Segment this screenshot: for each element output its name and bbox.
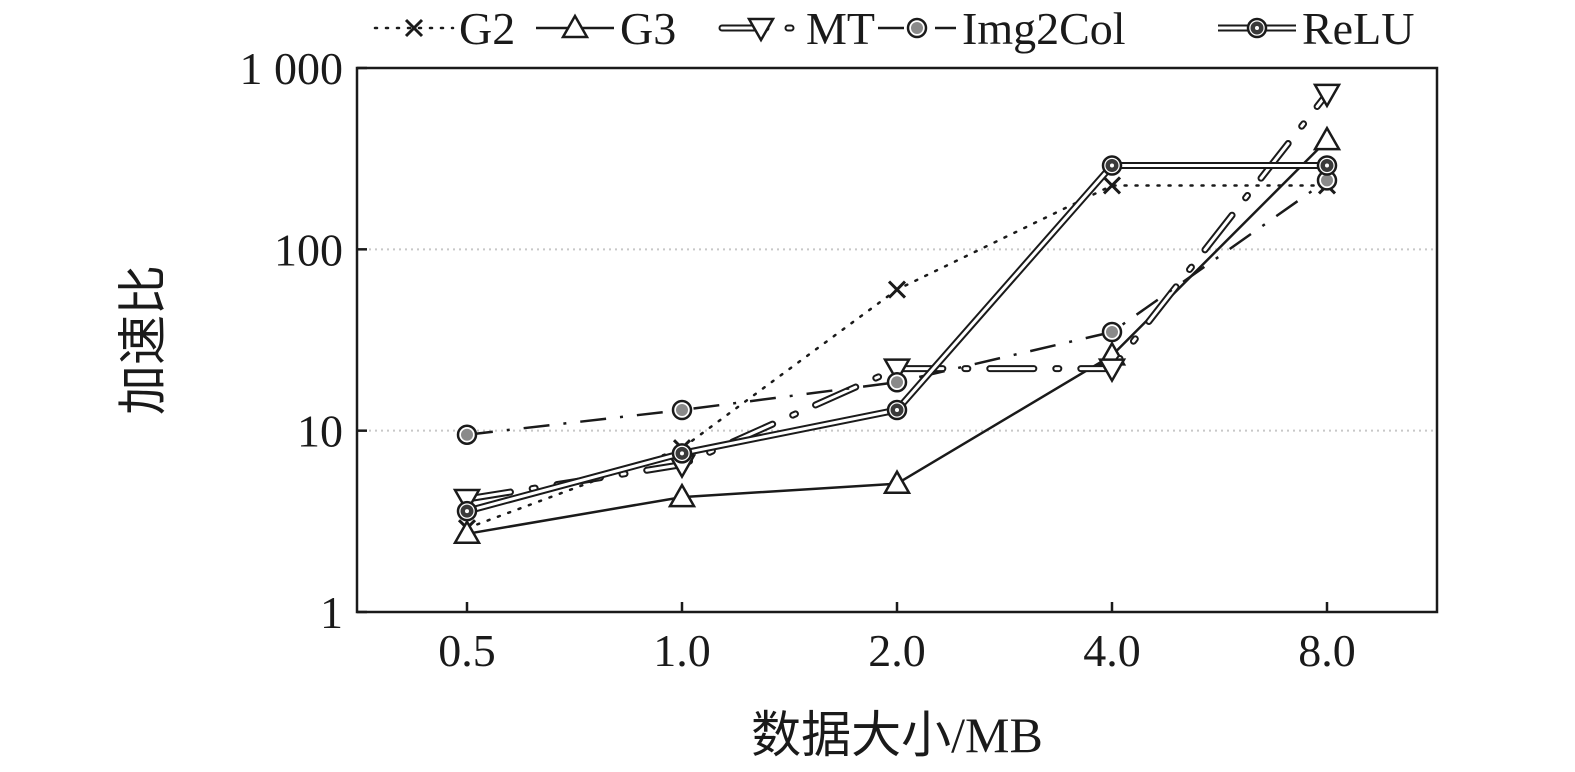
data-point bbox=[882, 469, 912, 494]
x-axis-title: 数据大小/MB bbox=[751, 707, 1043, 763]
legend-marker bbox=[1246, 17, 1268, 39]
data-point bbox=[667, 482, 697, 508]
series-mt bbox=[452, 83, 1342, 514]
data-point bbox=[671, 399, 693, 421]
legend-marker bbox=[746, 17, 776, 43]
series-img2col bbox=[456, 170, 1338, 445]
data-point bbox=[886, 371, 908, 393]
x-tick-label: 1.0 bbox=[653, 625, 711, 676]
data-point bbox=[1316, 155, 1338, 176]
data-point bbox=[1316, 170, 1338, 191]
x-tick-label: 2.0 bbox=[868, 625, 926, 676]
legend-swatch bbox=[1218, 17, 1296, 39]
legend-item-g3: G3 bbox=[536, 3, 676, 54]
legend-marker bbox=[906, 17, 928, 39]
legend-swatch bbox=[373, 18, 455, 38]
data-point bbox=[1101, 155, 1123, 176]
data-point bbox=[887, 280, 907, 299]
legend-label: G3 bbox=[620, 3, 676, 54]
legend-item-relu: ReLU bbox=[1218, 3, 1414, 54]
data-point bbox=[452, 488, 482, 514]
data-point bbox=[1101, 321, 1123, 343]
legend: G2 G3 MT Img2Col ReLU bbox=[373, 3, 1414, 54]
legend-marker bbox=[404, 18, 424, 38]
y-tick-label: 1 000 bbox=[240, 43, 344, 94]
data-point bbox=[882, 358, 912, 384]
legend-swatch bbox=[718, 17, 804, 43]
series-g3 bbox=[452, 125, 1342, 545]
series-relu bbox=[456, 155, 1338, 522]
series-line bbox=[466, 179, 1328, 436]
axes: 1 10 100 1 000 0.5 1.0 2.0 4.0 8.0 bbox=[240, 43, 1356, 676]
x-tick-label: 8.0 bbox=[1298, 625, 1356, 676]
legend-label: MT bbox=[806, 3, 875, 54]
y-tick-label: 10 bbox=[297, 406, 343, 457]
legend-label: ReLU bbox=[1302, 3, 1414, 54]
data-point bbox=[1102, 176, 1122, 195]
plot-frame bbox=[355, 66, 1439, 614]
y-tick-label: 100 bbox=[274, 224, 343, 275]
data-point bbox=[886, 399, 908, 421]
legend-label: Img2Col bbox=[962, 3, 1126, 54]
series-layer bbox=[452, 83, 1342, 545]
legend-swatch bbox=[878, 17, 956, 39]
legend-swatch bbox=[536, 13, 614, 39]
data-point bbox=[1312, 83, 1342, 109]
legend-item-g2: G2 bbox=[373, 3, 515, 54]
x-tick-label: 4.0 bbox=[1083, 625, 1141, 676]
series-line bbox=[466, 162, 1327, 515]
y-axis-title: 加速比 bbox=[115, 265, 171, 415]
data-point bbox=[671, 443, 693, 464]
data-point bbox=[456, 424, 478, 445]
y-tick-label: 1 bbox=[320, 587, 343, 638]
legend-item-mt: MT bbox=[718, 3, 875, 54]
data-point bbox=[452, 519, 482, 545]
data-point bbox=[1097, 358, 1127, 384]
legend-label: G2 bbox=[459, 3, 515, 54]
x-tick-label: 0.5 bbox=[438, 625, 496, 676]
series-line bbox=[463, 90, 1331, 503]
grid-lines bbox=[357, 248, 1437, 432]
data-point bbox=[1312, 125, 1342, 151]
legend-marker bbox=[560, 13, 590, 39]
legend-item-img2col: Img2Col bbox=[878, 3, 1126, 54]
data-point bbox=[456, 500, 478, 522]
